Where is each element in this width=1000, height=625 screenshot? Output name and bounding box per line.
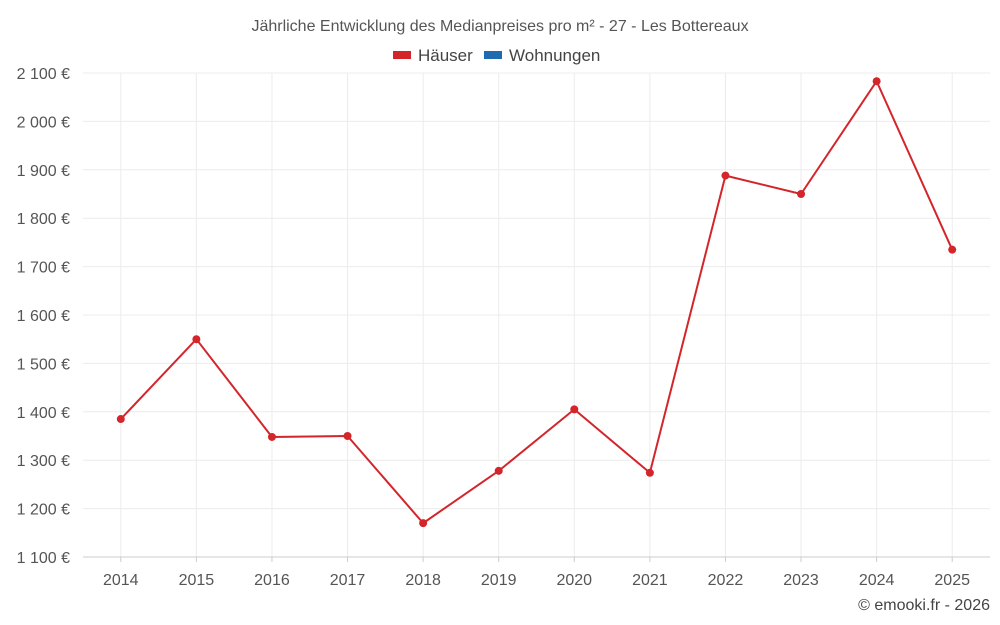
x-tick-label: 2021 — [632, 572, 668, 589]
x-tick-label: 2023 — [783, 572, 819, 589]
x-tick-label: 2014 — [103, 572, 139, 589]
y-tick-label: 2 100 € — [17, 66, 70, 83]
x-tick-label: 2019 — [481, 572, 517, 589]
data-point-haeuser[interactable] — [948, 245, 957, 254]
data-point-haeuser[interactable] — [494, 466, 503, 475]
x-tick-label: 2018 — [405, 572, 441, 589]
data-point-haeuser[interactable] — [267, 432, 276, 441]
x-tick-label: 2025 — [934, 572, 970, 589]
y-tick-label: 1 600 € — [17, 308, 70, 325]
data-point-haeuser[interactable] — [645, 468, 654, 477]
legend-label-wohnungen: Wohnungen — [509, 46, 600, 65]
series-line-haeuser — [120, 80, 954, 525]
x-tick-label: 2016 — [254, 572, 290, 589]
y-tick-label: 1 700 € — [17, 260, 70, 277]
data-point-haeuser[interactable] — [570, 405, 579, 414]
x-tick-label: 2017 — [330, 572, 366, 589]
legend-swatch-haeuser — [393, 51, 411, 59]
y-tick-label: 1 900 € — [17, 163, 70, 180]
grid — [83, 72, 990, 557]
legend-item-wohnungen[interactable]: Wohnungen — [484, 46, 600, 65]
data-point-haeuser[interactable] — [343, 432, 352, 440]
x-tick-label: 2024 — [859, 572, 895, 589]
y-tick-label: 1 200 € — [17, 502, 70, 519]
y-tick-label: 1 300 € — [17, 453, 70, 470]
data-point-haeuser[interactable] — [797, 190, 806, 198]
y-tick-label: 1 100 € — [17, 550, 70, 567]
y-tick-label: 1 800 € — [17, 211, 70, 228]
y-axis-ticks: 1 100 € 1 200 € 1 300 € 1 400 € 1 500 € 1 600… — [17, 66, 70, 567]
y-tick-label: 2 000 € — [17, 114, 70, 131]
legend-swatch-wohnungen — [484, 51, 502, 59]
legend-item-haeuser[interactable]: Häuser — [393, 46, 473, 65]
data-point-haeuser[interactable] — [192, 335, 201, 344]
legend-label-haeuser: Häuser — [418, 46, 473, 65]
data-point-haeuser[interactable] — [872, 77, 881, 86]
legend: Häuser Wohnungen — [393, 46, 600, 65]
y-tick-label: 1 400 € — [17, 405, 70, 422]
data-point-haeuser[interactable] — [419, 519, 428, 528]
x-tick-label: 2015 — [179, 572, 215, 589]
chart-title: Jährliche Entwicklung des Medianpreises … — [251, 18, 748, 35]
data-point-haeuser[interactable] — [721, 171, 730, 180]
y-tick-label: 1 500 € — [17, 356, 70, 373]
axes — [83, 556, 990, 562]
x-tick-label: 2022 — [708, 572, 744, 589]
series-haeuser — [116, 77, 957, 528]
data-point-haeuser[interactable] — [116, 415, 125, 424]
x-axis-ticks: 2014 2015 2016 2017 2018 2019 2020 2021 2022 2023… — [103, 572, 970, 589]
credit-text: © emooki.fr - 2026 — [858, 597, 990, 614]
x-tick-label: 2020 — [556, 572, 592, 589]
